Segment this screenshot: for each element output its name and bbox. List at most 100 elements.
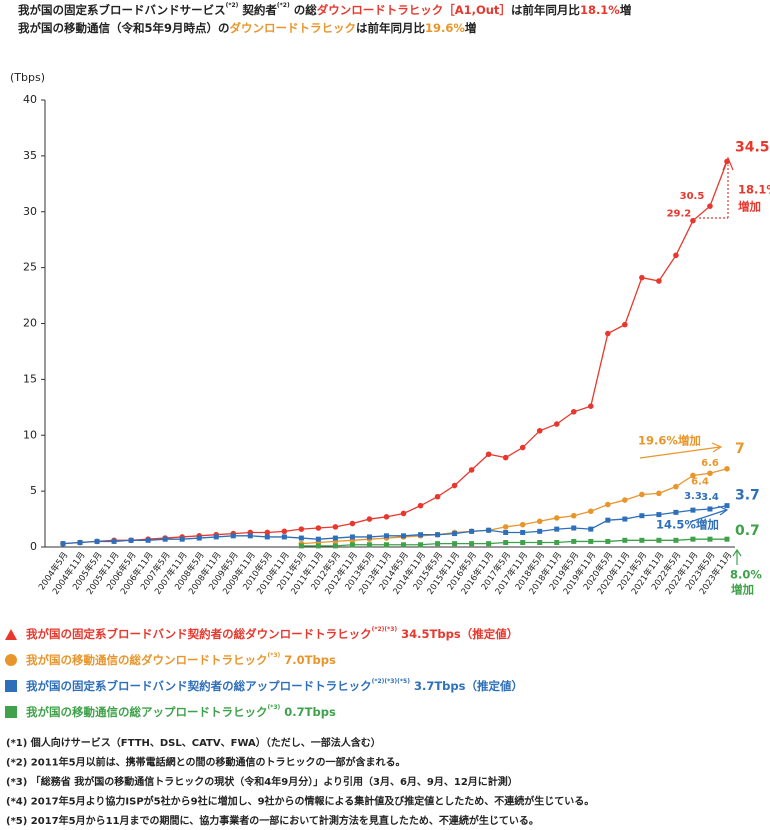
marker [77, 540, 83, 546]
marker [298, 526, 305, 532]
legend-entry: 我が国の移動通信の総アップロードトラヒック(*3) 0.7Tbps [26, 704, 336, 719]
annotation: 14.5%増加 [656, 518, 719, 532]
marker [196, 535, 202, 541]
marker [469, 528, 475, 534]
series-line [62, 505, 728, 545]
legend-sup: (*2)(*3)(*5) [372, 678, 411, 685]
marker [435, 532, 441, 538]
marker [639, 537, 645, 543]
marker [383, 542, 389, 548]
marker [264, 529, 271, 536]
marker [622, 537, 628, 543]
marker [639, 491, 645, 498]
marker [605, 538, 611, 544]
y-tick-label: 0 [30, 540, 37, 553]
marker [94, 538, 100, 544]
marker [400, 510, 407, 517]
data-label: 0.7 [735, 523, 760, 539]
marker [639, 274, 645, 281]
marker [707, 506, 713, 512]
marker [383, 533, 389, 539]
legend-marker [5, 654, 17, 666]
y-tick-label: 25 [23, 261, 37, 274]
annotation: 18.1% [738, 183, 770, 197]
marker [588, 526, 594, 532]
header-segment: 18.1% [580, 3, 620, 17]
legend-marker [5, 706, 17, 718]
marker [553, 515, 560, 521]
legend-entry: 我が国の固定系ブロードバンド契約者の総ダウンロードトラヒック(*2)(*3) 34… [26, 626, 518, 641]
marker [690, 217, 696, 224]
header-segment: ダウンロードトラヒック［A1,Out］ [317, 3, 511, 17]
annotation: 8.0% [730, 568, 762, 582]
marker [707, 470, 713, 477]
legend-name: 我が国の固定系ブロードバンド契約者の総アップロードトラヒック [26, 679, 372, 693]
arrows [639, 156, 742, 565]
marker [690, 536, 696, 542]
legend-name: 我が国の移動通信の総アップロードトラヒック [26, 705, 268, 719]
legend-name: 我が国の固定系ブロードバンド契約者の総ダウンロードトラヒック [26, 627, 372, 641]
marker [111, 538, 117, 544]
annotation: 19.6%増加 [638, 434, 701, 448]
data-label: 3.4 [701, 492, 719, 503]
header-segment: の総 [290, 3, 318, 17]
marker [281, 534, 287, 540]
marker [587, 508, 594, 515]
data-label: 6.6 [701, 458, 719, 469]
marker [519, 444, 526, 451]
header-segment: 我が国の固定系ブロードバンドサービス [18, 3, 226, 17]
marker [639, 513, 645, 519]
y-tick-label: 5 [30, 484, 37, 497]
marker [349, 520, 356, 527]
header-segment: 増 [465, 21, 477, 35]
header-segment: は前年同月比 [511, 3, 580, 17]
marker [724, 465, 730, 472]
marker [485, 451, 492, 458]
marker [724, 503, 730, 509]
y-tick-label: 20 [23, 317, 37, 330]
marker [554, 540, 560, 546]
legend-sup: (*3) [268, 652, 281, 659]
marker [520, 529, 526, 535]
marker [332, 524, 339, 530]
header-segment: は前年同月比 [356, 21, 425, 35]
header-segment: 我が国の移動通信（令和5年9月時点）の [18, 21, 230, 35]
marker [366, 542, 372, 548]
marker [366, 516, 373, 522]
marker [571, 525, 577, 531]
legend-name: 我が国の移動通信の総ダウンロードトラヒック [26, 653, 268, 667]
marker [690, 507, 696, 513]
marker [571, 538, 577, 544]
marker [656, 512, 662, 518]
marker [349, 542, 355, 548]
y-axis-label: (Tbps) [10, 71, 45, 84]
footnote: (*3) 「総務省 我が国の移動通信トラヒックの現状（令和4年9月分）」より引用… [6, 775, 518, 788]
data-label: 3.3 [684, 491, 702, 502]
marker [605, 501, 611, 508]
marker [656, 278, 662, 284]
header-segment: 契約者 [238, 3, 277, 17]
legend-note: 34.5Tbps（推定値） [401, 627, 518, 641]
data-label: 34.5 [735, 139, 770, 155]
legend-marker [5, 629, 17, 640]
header-segment: ダウンロードトラヒック [230, 21, 357, 35]
marker [707, 203, 713, 209]
marker [332, 543, 338, 549]
series-line [301, 538, 727, 547]
marker [707, 536, 713, 542]
marker [724, 536, 730, 542]
y-tick-label: 15 [23, 372, 37, 385]
marker [605, 517, 611, 523]
legend-marker [5, 680, 17, 692]
marker [468, 467, 475, 473]
marker [673, 509, 679, 515]
marker [162, 536, 168, 542]
series-line [62, 161, 728, 545]
legend-note: 7.0Tbps [284, 653, 336, 667]
marker [605, 330, 611, 337]
series-line [301, 468, 728, 545]
marker [537, 540, 543, 546]
marker [519, 521, 526, 528]
annotation: 増加 [738, 200, 761, 214]
legend-note: 3.7Tbps（推定値） [414, 679, 523, 693]
